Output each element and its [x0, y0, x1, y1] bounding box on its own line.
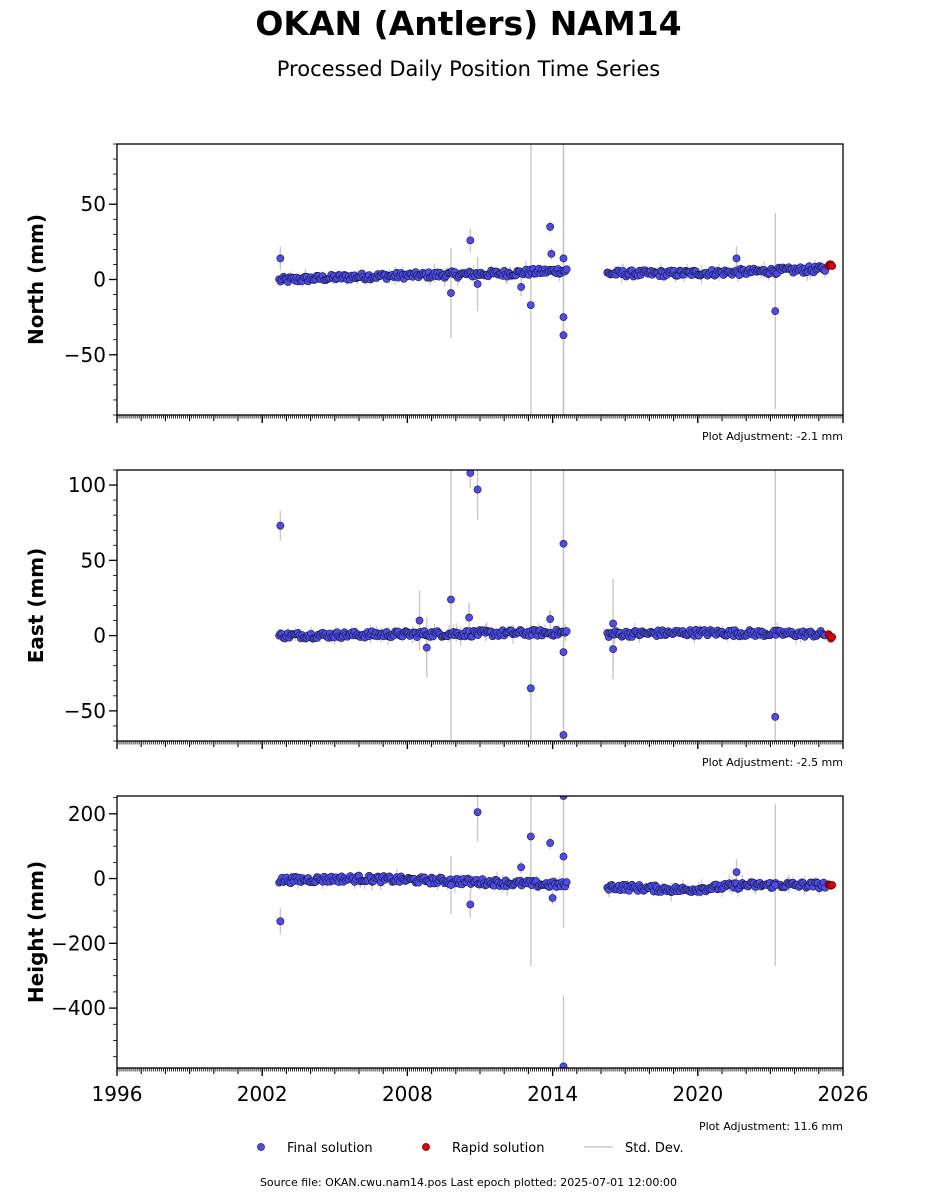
- final-solution-point: [771, 307, 780, 316]
- final-solution-point: [517, 863, 526, 872]
- x-tick-label: 1996: [92, 1082, 143, 1106]
- final-solution-point: [447, 595, 455, 604]
- legend-rapid-marker: [422, 1143, 430, 1151]
- chart-panel-3: 1996 2002 2008 2014 2020 2026 −400 −200 0 200 Heig…: [24, 795, 869, 1133]
- rapid-solution-point: [828, 881, 837, 889]
- y-tick-label: 0: [93, 867, 106, 891]
- final-solution-point: [415, 616, 424, 625]
- final-solution-point: [466, 470, 475, 477]
- final-solution-point: [771, 881, 780, 889]
- final-solution-point: [546, 222, 555, 231]
- plot-area: [275, 470, 837, 741]
- legend-stddev-label: Std. Dev.: [625, 1141, 684, 1156]
- final-solution-point: [562, 878, 571, 887]
- y-tick-label: 200: [68, 802, 106, 826]
- final-solution-point: [732, 868, 741, 876]
- y-tick-label: 0: [93, 624, 106, 648]
- final-solution-point: [771, 713, 780, 721]
- final-solution-point: [609, 645, 617, 654]
- final-solution-point: [559, 852, 568, 861]
- final-solution-point: [473, 280, 482, 288]
- y-tick-label: 50: [81, 192, 106, 216]
- y-tick-label: −50: [64, 343, 106, 367]
- chart-subtitle: Processed Daily Position Time Series: [276, 57, 661, 81]
- plot-frame: [116, 795, 844, 1069]
- plot-frame: [116, 469, 844, 742]
- y-tick-label: −50: [64, 699, 106, 723]
- final-solution-point: [517, 283, 526, 291]
- legend: Final solution Rapid solution Std. Dev.: [257, 1141, 684, 1156]
- final-solution-point: [548, 894, 557, 902]
- final-solution-point: [473, 808, 482, 817]
- plot-area: [275, 144, 837, 415]
- plot-area: [275, 796, 837, 1068]
- rapid-solution-point: [828, 262, 837, 270]
- x-tick-label: 2014: [527, 1082, 578, 1106]
- final-solution-point: [546, 839, 555, 847]
- final-solution-point: [559, 331, 568, 340]
- final-solution-point: [526, 301, 535, 309]
- legend-final-label: Final solution: [287, 1141, 373, 1156]
- x-tick-label: 2008: [382, 1082, 433, 1106]
- y-axis-label: North (mm): [24, 214, 48, 345]
- final-solution-point: [526, 684, 535, 693]
- source-footer: Source file: OKAN.cwu.nam14.pos Last epo…: [259, 1176, 678, 1189]
- y-tick-label: −400: [51, 996, 106, 1020]
- final-solution-point: [559, 1062, 568, 1068]
- y-tick-label: 100: [68, 473, 106, 497]
- y-axis-label: East (mm): [24, 548, 48, 664]
- final-solution-point: [447, 881, 455, 889]
- final-solution-point: [447, 289, 455, 297]
- final-solution-point: [559, 648, 568, 657]
- plot-adjustment-note: Plot Adjustment: 11.6 mm: [699, 1120, 843, 1133]
- legend-final-marker: [257, 1143, 265, 1151]
- final-solution-point: [466, 900, 475, 909]
- final-solution-point: [562, 627, 571, 636]
- plot-adjustment-note: Plot Adjustment: -2.5 mm: [702, 756, 843, 769]
- final-solution-point: [609, 619, 617, 628]
- final-solution-point: [547, 250, 556, 258]
- plot-frame: [116, 143, 844, 416]
- y-tick-label: 0: [93, 268, 106, 292]
- x-tick-label: 2020: [672, 1082, 723, 1106]
- final-solution-point: [473, 485, 482, 494]
- y-tick-label: −200: [51, 931, 106, 955]
- final-solution-point: [465, 613, 474, 622]
- y-axis-label: Height (mm): [24, 861, 48, 1003]
- x-tick-label: 2002: [237, 1082, 288, 1106]
- rapid-solution-point: [828, 633, 837, 642]
- x-tick-label: 2026: [818, 1082, 869, 1106]
- final-solution-point: [422, 643, 431, 652]
- chart-panel-1: −50 0 50 North (mm) Plot Adjustment: -2.1 mm: [24, 143, 844, 443]
- final-solution-point: [276, 917, 285, 926]
- final-solution-point: [526, 832, 535, 841]
- final-solution-point: [732, 254, 741, 263]
- final-solution-point: [276, 254, 285, 263]
- final-solution-point: [276, 521, 285, 530]
- y-tick-label: 50: [81, 548, 106, 572]
- final-solution-point: [559, 539, 568, 548]
- final-solution-point: [559, 731, 568, 739]
- chart-title: OKAN (Antlers) NAM14: [255, 4, 682, 43]
- final-solution-point: [559, 254, 568, 263]
- final-solution-point: [559, 313, 568, 322]
- final-solution-point: [466, 236, 475, 245]
- final-solution-point: [562, 265, 571, 274]
- chart-panel-2: −50 0 50 100 East (mm) Plot Adjustment: -2.5 …: [24, 469, 844, 769]
- plot-adjustment-note: Plot Adjustment: -2.1 mm: [702, 430, 843, 443]
- legend-rapid-label: Rapid solution: [452, 1141, 544, 1156]
- final-solution-point: [546, 615, 555, 623]
